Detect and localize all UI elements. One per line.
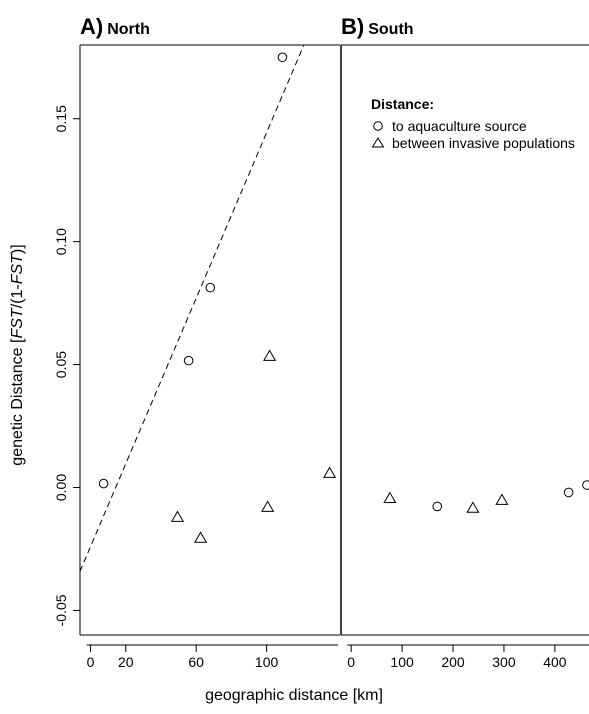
circle-point [183, 355, 194, 366]
y-tick-label: -0.05 [53, 594, 69, 626]
x-tick-label: 0 [347, 654, 355, 670]
y-tick-label: 0.00 [53, 474, 69, 501]
panel-letter: B) [341, 14, 364, 39]
circle-point [582, 480, 589, 490]
triangle-point [263, 349, 277, 361]
x-axis-label: geographic distance [km] [205, 687, 383, 704]
fit-line [80, 45, 305, 572]
legend-title: Distance: [371, 96, 434, 112]
x-tick-label: 0 [87, 654, 95, 670]
triangle-point [495, 493, 509, 505]
circle-point [563, 487, 574, 498]
y-tick-label: 0.10 [53, 228, 69, 255]
x-tick-label: 100 [255, 654, 279, 670]
panel-name: North [107, 21, 150, 38]
circle-point [205, 282, 216, 293]
y-label-part: )] [9, 244, 26, 254]
triangle-point [466, 501, 480, 513]
legend-symbol [373, 121, 383, 131]
legend-symbol [371, 137, 385, 148]
x-tick-label: 20 [118, 654, 134, 670]
y-tick-label: 0.15 [53, 105, 69, 132]
y-label-part: genetic Distance [ [9, 338, 26, 466]
y-tick-label: 0.05 [53, 351, 69, 378]
panel-letter: A) [80, 14, 103, 39]
triangle-point [170, 510, 185, 522]
triangle-point [383, 491, 397, 503]
triangle-point [194, 531, 208, 543]
panel-name: South [368, 21, 413, 38]
triangle-point [323, 466, 337, 478]
triangle-point [261, 500, 275, 512]
y-axis-label: genetic Distance [FST/(1-FST)] [9, 244, 26, 465]
y-label-part: FST [9, 253, 26, 284]
y-label-part: /(1- [9, 284, 26, 308]
x-tick-label: 100 [390, 654, 414, 670]
panel-title: A) North [80, 14, 150, 39]
circle-point [98, 478, 109, 489]
legend-label: to aquaculture source [392, 118, 527, 134]
circle-point [432, 501, 443, 512]
y-label-part: FST [9, 307, 26, 338]
legend-label: between invasive populations [392, 135, 575, 151]
panel-title: B) South [341, 14, 414, 39]
x-tick-label: 400 [543, 654, 567, 670]
x-tick-label: 200 [441, 654, 465, 670]
circle-point [277, 52, 288, 63]
x-tick-label: 60 [188, 654, 204, 670]
x-tick-label: 300 [492, 654, 516, 670]
